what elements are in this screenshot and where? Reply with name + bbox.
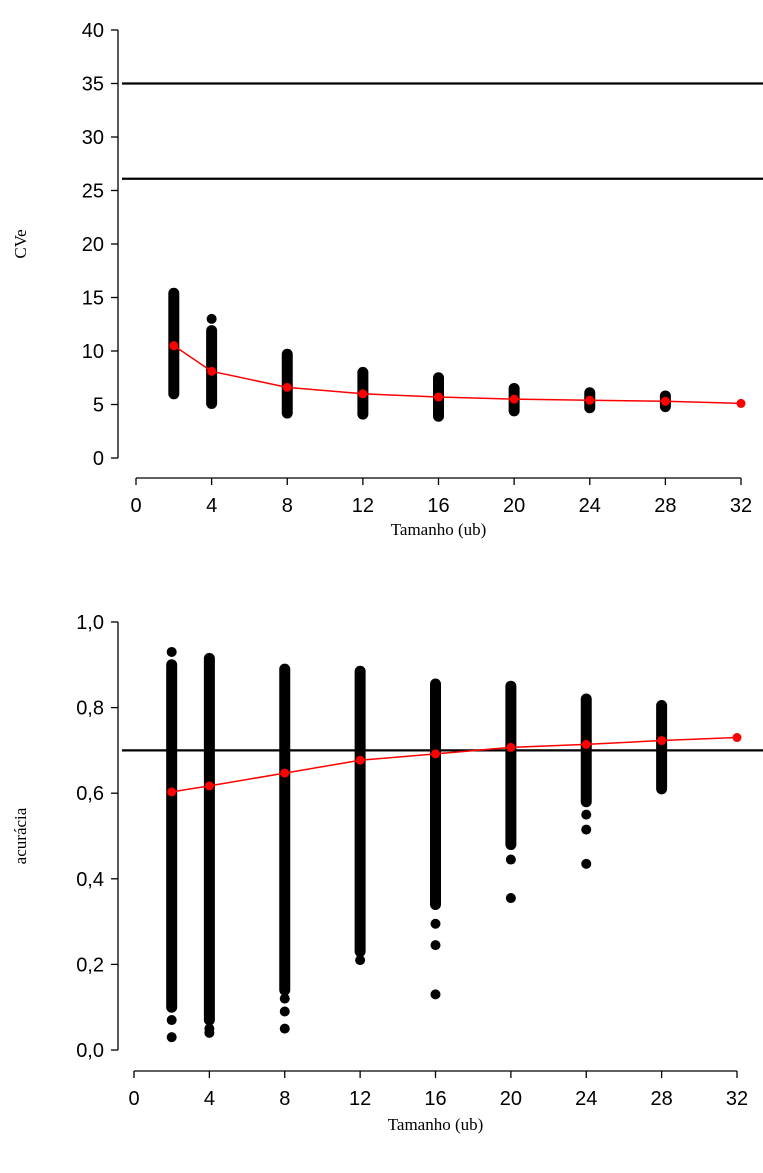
x-tick-label: 16 <box>424 1088 446 1110</box>
x-tick-label: 16 <box>427 495 449 517</box>
mean-point <box>434 392 443 402</box>
x-tick-label: 0 <box>128 1088 139 1110</box>
mean-point <box>657 736 667 746</box>
mean-point <box>585 395 595 405</box>
x-tick-label: 12 <box>352 495 374 517</box>
y-tick-label: 25 <box>82 181 104 203</box>
scatter-point <box>505 854 516 865</box>
mean-point <box>282 382 292 392</box>
x-tick-label: 0 <box>130 495 141 517</box>
x-tick-label: 32 <box>730 495 752 517</box>
mean-point <box>167 787 177 797</box>
mean-line <box>171 736 738 793</box>
x-tick-label: 4 <box>204 1088 215 1110</box>
mean-point <box>506 742 516 752</box>
y-tick-label: 0,8 <box>76 698 104 720</box>
x-tick-label: 4 <box>206 495 217 517</box>
y-axis-title: CVe <box>11 229 30 258</box>
scatter-point <box>166 1032 177 1043</box>
scatter-point <box>430 918 441 929</box>
y-tick-label: 40 <box>82 20 104 42</box>
y-tick-label: 10 <box>82 341 104 363</box>
y-axis-title: acurácia <box>11 807 30 864</box>
y-tick-label: 1,0 <box>76 612 104 634</box>
y-tick-label: 15 <box>82 288 104 310</box>
x-tick-label: 20 <box>503 495 525 517</box>
x-tick-label: 12 <box>349 1088 371 1110</box>
mean-point <box>169 341 179 351</box>
chart-2: 0,0 0,2 0,4 0,6 0,8 1,0 0 4 8 12 16 20 24 28 32 Tamanho… <box>11 612 763 1134</box>
scatter-point <box>581 809 592 820</box>
scatter-point <box>204 1023 215 1034</box>
y-tick-label: 0,0 <box>76 1040 104 1062</box>
x-axis-title: Tamanho (ub) <box>391 520 487 539</box>
scatter-point <box>206 313 217 324</box>
x-tick-label: 20 <box>500 1088 522 1110</box>
mean-point <box>280 768 290 778</box>
x-tick-label: 8 <box>279 1088 290 1110</box>
mean-point <box>732 733 742 743</box>
scatter-point <box>279 1006 290 1017</box>
y-tick-label: 0,2 <box>76 954 104 976</box>
x-tick-label: 24 <box>579 495 601 517</box>
mean-point <box>660 396 670 406</box>
scatter-point <box>430 940 441 951</box>
x-axis-title: Tamanho (ub) <box>388 1115 484 1134</box>
x-tick-label: 28 <box>651 1088 673 1110</box>
y-tick-label: 35 <box>82 74 104 96</box>
y-tick-label: 0 <box>93 448 104 470</box>
scatter-point <box>279 1023 290 1034</box>
x-tick-label: 8 <box>282 495 293 517</box>
mean-point <box>431 749 440 759</box>
scatter-point <box>581 858 592 869</box>
y-tick-label: 0,6 <box>76 783 104 805</box>
scatter-point <box>430 989 441 1000</box>
x-tick-label: 28 <box>654 495 676 517</box>
y-tick-label: 30 <box>82 127 104 149</box>
mean-point <box>204 781 214 791</box>
x-tick-label: 24 <box>575 1088 597 1110</box>
mean-point <box>581 739 591 749</box>
scatter-point <box>166 646 177 657</box>
mean-point <box>358 389 368 399</box>
scatter-point <box>166 1015 177 1026</box>
scatter-point <box>505 893 516 904</box>
x-tick-label: 32 <box>726 1088 748 1110</box>
scatter-point <box>355 955 366 966</box>
y-tick-label: 20 <box>82 234 104 256</box>
mean-point <box>207 366 217 376</box>
mean-line <box>173 345 742 405</box>
scatter-point <box>581 824 592 835</box>
scatter-point <box>279 993 290 1004</box>
mean-point <box>355 755 365 765</box>
y-tick-label: 0,4 <box>76 869 104 891</box>
mean-point <box>736 398 746 408</box>
y-tick-label: 5 <box>93 395 104 417</box>
chart-1: 0 5 10 15 20 25 30 35 40 0 4 8 12 16 20 24 28 32 Tamanho (… <box>11 20 763 539</box>
mean-point <box>509 394 519 404</box>
